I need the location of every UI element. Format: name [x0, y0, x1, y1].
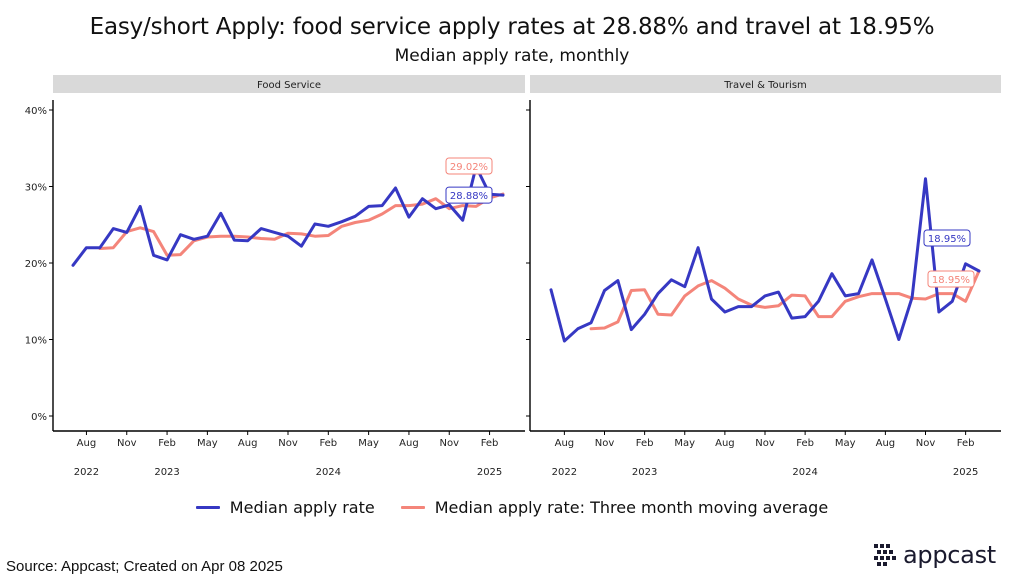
- y-tick-label: 20%: [25, 259, 47, 270]
- legend-label-series: Median apply rate: [229, 498, 375, 517]
- chart-canvas: Food Service 0% 10% 20% 30% 40% Aug Nov Feb May Au…: [25, 75, 1001, 478]
- series-line-moving-average: [98, 192, 505, 257]
- x-tick-label: Aug: [715, 438, 735, 449]
- x-tick-label: Feb: [319, 438, 337, 449]
- x-tick-label: Nov: [117, 438, 137, 449]
- x-tick-label: Nov: [755, 438, 775, 449]
- x-tick-label: Aug: [876, 438, 896, 449]
- x-tick-label: Feb: [796, 438, 814, 449]
- x-tick-label: Aug: [555, 438, 575, 449]
- legend-swatch-moving-average: [400, 506, 425, 509]
- chart-title: Easy/short Apply: food service apply rat…: [89, 14, 935, 40]
- end-label-moving-average: 29.02%: [450, 162, 488, 173]
- legend: Median apply rate Median apply rate: Thr…: [0, 498, 1024, 517]
- y-tick-label: 10%: [25, 336, 47, 347]
- end-label-median: 18.95%: [928, 234, 966, 245]
- panel-travel-tourism: Travel & Tourism Aug Nov Feb May Aug Nov Feb May…: [526, 75, 1001, 478]
- end-label-median-box: [923, 229, 971, 247]
- end-label-median: 28.88%: [450, 191, 488, 202]
- facet-strip: [53, 75, 525, 93]
- x-tick-label: Nov: [595, 438, 615, 449]
- series-line-moving-average: [589, 269, 981, 331]
- x-tick-label: May: [358, 438, 379, 449]
- end-label-moving-average: 18.95%: [932, 275, 970, 286]
- panel-food-service: Food Service 0% 10% 20% 30% 40% Aug Nov Feb May Au…: [25, 75, 525, 478]
- x-tick-label: Nov: [439, 438, 459, 449]
- facet-strip-label: Food Service: [257, 80, 321, 91]
- legend-label-moving-average: Median apply rate: Three month moving av…: [434, 498, 829, 517]
- y-tick-label: 40%: [25, 106, 47, 117]
- x-year-label: 2024: [792, 467, 817, 478]
- facet-strip-label: Travel & Tourism: [723, 80, 807, 91]
- legend-item-moving-average: Median apply rate: Three month moving av…: [400, 498, 829, 517]
- x-year-label: 2025: [477, 467, 502, 478]
- x-year-label: 2024: [316, 467, 341, 478]
- facet-strip: [530, 75, 1001, 93]
- x-tick-label: Feb: [957, 438, 975, 449]
- x-year-label: 2023: [154, 467, 179, 478]
- x-year-label: 2022: [74, 467, 99, 478]
- x-tick-label: Feb: [636, 438, 654, 449]
- appcast-logo-text: appcast: [903, 541, 996, 569]
- end-label-moving-average-box: [445, 157, 493, 175]
- legend-item-series: Median apply rate: [195, 498, 375, 517]
- x-tick-label: May: [835, 438, 856, 449]
- y-tick-label: 30%: [25, 183, 47, 194]
- x-tick-label: May: [197, 438, 218, 449]
- appcast-logo: appcast: [874, 541, 996, 569]
- x-tick-label: Aug: [399, 438, 419, 449]
- source-note: Source: Appcast; Created on Apr 08 2025: [6, 558, 283, 575]
- end-label-moving-average-box: [927, 270, 975, 288]
- end-label-median-box: [445, 186, 493, 204]
- x-year-label: 2022: [552, 467, 577, 478]
- series-line-median: [71, 165, 505, 267]
- x-tick-label: Feb: [158, 438, 176, 449]
- x-tick-label: Nov: [278, 438, 298, 449]
- y-tick-label: 0%: [31, 412, 47, 423]
- series-line-median: [549, 177, 981, 343]
- appcast-logo-icon: [874, 544, 896, 566]
- x-tick-label: Aug: [77, 438, 97, 449]
- legend-swatch-series: [195, 506, 220, 509]
- x-tick-label: Feb: [481, 438, 499, 449]
- x-year-label: 2023: [632, 467, 657, 478]
- x-tick-label: Nov: [916, 438, 936, 449]
- x-tick-label: May: [674, 438, 695, 449]
- chart-subtitle: Median apply rate, monthly: [394, 46, 630, 66]
- x-tick-label: Aug: [238, 438, 258, 449]
- x-year-label: 2025: [953, 467, 978, 478]
